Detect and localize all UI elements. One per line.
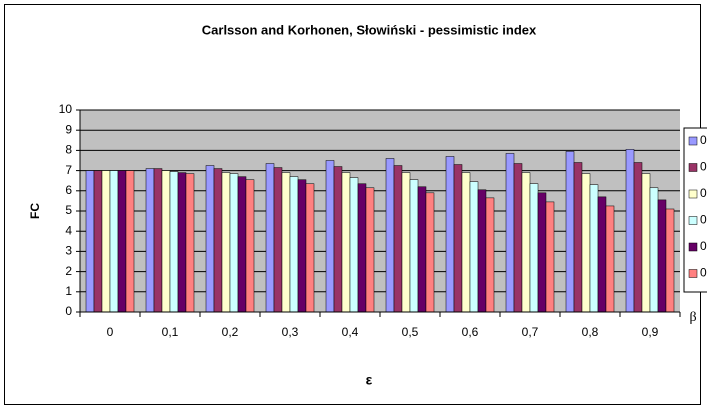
bar — [145, 168, 155, 313]
bar — [505, 153, 515, 313]
y-tick-label: 3 — [65, 244, 72, 258]
bar — [365, 187, 375, 313]
bar — [325, 160, 335, 313]
x-tick-label: 0,4 — [342, 325, 359, 339]
y-tick-label: 0 — [65, 304, 72, 318]
bar — [265, 163, 275, 313]
bar — [665, 208, 675, 313]
bar — [333, 166, 343, 313]
chart-title: Carlsson and Korhonen, Słowiński - pessi… — [202, 22, 537, 37]
y-tick-label: 4 — [65, 223, 72, 237]
bar — [393, 165, 403, 313]
bar — [417, 186, 427, 313]
bar — [109, 170, 119, 313]
legend-label: 0,1 — [700, 160, 707, 174]
y-tick-label: 2 — [65, 264, 72, 278]
bar — [445, 156, 455, 313]
y-tick-label: 6 — [65, 183, 72, 197]
bar — [281, 172, 291, 313]
legend-label: 0 — [700, 133, 707, 147]
legend-label: 0,4 — [700, 239, 707, 253]
bar — [297, 179, 307, 313]
bar — [633, 162, 643, 313]
y-tick-label: 9 — [65, 122, 72, 136]
bar — [185, 173, 195, 313]
legend-swatch — [688, 189, 698, 199]
y-axis-label: FC — [28, 203, 42, 219]
bar — [485, 197, 495, 313]
bar — [385, 158, 395, 313]
bar — [469, 181, 479, 313]
bar — [341, 172, 351, 313]
bar — [305, 183, 315, 313]
bar — [401, 172, 411, 313]
bar — [205, 165, 215, 313]
legend-swatch — [688, 269, 698, 278]
bar — [153, 168, 163, 313]
bar — [221, 172, 231, 313]
legend-swatch — [688, 242, 698, 252]
bar — [177, 172, 187, 313]
y-tick-label: 8 — [65, 143, 72, 157]
bar — [605, 205, 615, 313]
x-tick-label: 0,6 — [462, 325, 479, 339]
bar — [573, 162, 583, 313]
bar — [545, 201, 555, 313]
x-tick-label: 0 — [107, 325, 114, 339]
bar — [101, 170, 111, 313]
bar — [213, 168, 223, 313]
bar — [529, 183, 539, 313]
y-tick-label: 7 — [65, 163, 72, 177]
y-tick-label: 1 — [65, 284, 72, 298]
bar — [453, 164, 463, 313]
bar — [537, 192, 547, 313]
bar — [289, 176, 299, 313]
x-tick-label: 0,3 — [282, 325, 299, 339]
y-tick-label: 10 — [59, 102, 73, 116]
legend-label: 0,3 — [700, 213, 707, 227]
x-axis-label: ε — [366, 372, 373, 388]
bar — [513, 163, 523, 313]
bar — [237, 176, 247, 313]
bar — [169, 171, 179, 313]
bar — [477, 189, 487, 313]
bar — [565, 151, 575, 313]
bar — [349, 177, 359, 313]
bar — [581, 173, 591, 313]
bar — [657, 199, 667, 313]
legend-title: β — [689, 310, 696, 325]
x-tick-label: 0,7 — [522, 325, 539, 339]
bar — [161, 170, 171, 313]
bar — [117, 170, 127, 313]
bar — [461, 172, 471, 313]
x-tick-label: 0,8 — [582, 325, 599, 339]
x-tick-label: 0,9 — [642, 325, 659, 339]
bar — [589, 184, 599, 313]
bar — [425, 192, 435, 313]
legend-label: 0,2 — [700, 186, 707, 200]
bar — [521, 172, 531, 313]
legend-swatch — [688, 136, 698, 146]
bar — [357, 183, 367, 313]
x-tick-label: 0,2 — [222, 325, 239, 339]
x-tick-label: 0,1 — [162, 325, 179, 339]
bar — [93, 170, 103, 313]
legend-swatch — [688, 163, 698, 172]
bar — [625, 149, 635, 313]
legend-label: 0,5 — [700, 266, 707, 280]
legend-swatch — [688, 216, 698, 225]
bar — [245, 179, 255, 313]
bar — [125, 170, 135, 313]
x-tick-label: 0,5 — [402, 325, 419, 339]
bar — [597, 196, 607, 313]
bar — [409, 179, 419, 313]
y-tick-label: 5 — [65, 203, 72, 217]
bar — [649, 187, 659, 313]
bar — [641, 173, 651, 313]
bar — [273, 167, 283, 313]
bar — [85, 170, 95, 313]
bar — [229, 173, 239, 313]
